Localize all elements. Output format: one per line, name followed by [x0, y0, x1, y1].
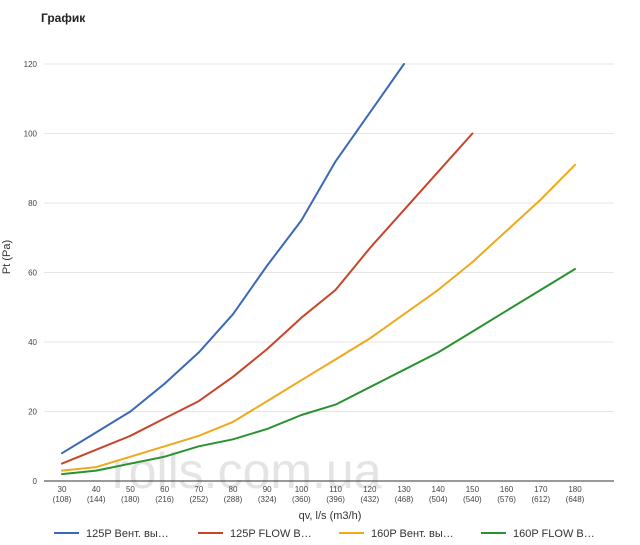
x-tick-label: 80: [229, 485, 238, 494]
x-tick-label: 50: [126, 485, 135, 494]
y-tick-label: 120: [24, 60, 38, 69]
series-line-4: [61, 268, 576, 476]
x-tick-label: 60: [160, 485, 169, 494]
x-tick-sublabel: (576): [497, 495, 516, 504]
grid-lines: [44, 63, 614, 482]
watermark-text: rolls.com.ua: [112, 443, 382, 499]
x-tick-sublabel: (252): [189, 495, 208, 504]
legend-label: 160P Вент. вы…: [371, 528, 454, 540]
y-tick-label: 0: [33, 477, 38, 486]
x-axis-title: qv, l/s (m3/h): [299, 510, 362, 522]
x-tick-label: 130: [397, 485, 411, 494]
x-tick-sublabel: (396): [326, 495, 345, 504]
x-tick-label: 160: [500, 485, 514, 494]
x-tick-label: 110: [329, 485, 342, 494]
x-tick-label: 40: [92, 485, 101, 494]
x-tick-label: 70: [194, 485, 203, 494]
x-tick-sublabel: (540): [463, 495, 482, 504]
x-tick-sublabel: (108): [53, 495, 72, 504]
x-tick-label: 150: [466, 485, 480, 494]
x-tick-sublabel: (432): [360, 495, 379, 504]
x-tick-sublabel: (504): [429, 495, 448, 504]
legend-item: 160P Вент. вы…: [339, 528, 454, 540]
x-tick-sublabel: (288): [224, 495, 243, 504]
legend-item: 125P Вент. вы…: [54, 528, 169, 540]
legend-item: 125P FLOW B…: [198, 528, 312, 540]
series-line-3: [61, 163, 576, 472]
y-tick-label: 60: [28, 269, 37, 278]
legend-label: 125P FLOW B…: [230, 528, 312, 540]
x-tick-label: 100: [295, 485, 309, 494]
series-line-2: [61, 132, 474, 465]
x-tick-sublabel: (648): [566, 495, 585, 504]
x-tick-label: 90: [263, 485, 272, 494]
y-axis-title: Pt (Pa): [1, 240, 13, 274]
x-tick-sublabel: (180): [121, 495, 140, 504]
y-tick-label: 100: [24, 130, 38, 139]
x-tick-sublabel: (612): [531, 495, 550, 504]
x-tick-sublabel: (468): [395, 495, 414, 504]
legend: 125P Вент. вы… 125P FLOW B… 160P Вент. вы……: [54, 528, 595, 540]
x-tick-sublabel: (360): [292, 495, 311, 504]
legend-label: 125P Вент. вы…: [86, 528, 169, 540]
y-tick-label: 80: [28, 199, 37, 208]
x-axis: 30(108) 40(144) 50(180) 60(216) 70(252) 80(28…: [53, 485, 585, 504]
y-tick-label: 20: [28, 408, 37, 417]
y-tick-label: 40: [28, 338, 37, 347]
series-lines: [61, 63, 576, 476]
x-tick-label: 120: [363, 485, 377, 494]
page-title: График: [41, 11, 86, 25]
x-tick-sublabel: (324): [258, 495, 277, 504]
legend-label: 160P FLOW B…: [513, 528, 595, 540]
x-tick-label: 140: [432, 485, 446, 494]
legend-item: 160P FLOW B…: [481, 528, 595, 540]
x-tick-label: 170: [534, 485, 548, 494]
x-tick-label: 180: [568, 485, 582, 494]
series-line-1: [61, 63, 405, 455]
x-tick-label: 30: [58, 485, 67, 494]
x-tick-sublabel: (216): [155, 495, 174, 504]
x-tick-sublabel: (144): [87, 495, 106, 504]
y-axis: 0 20 40 60 80 100 120: [24, 60, 38, 486]
